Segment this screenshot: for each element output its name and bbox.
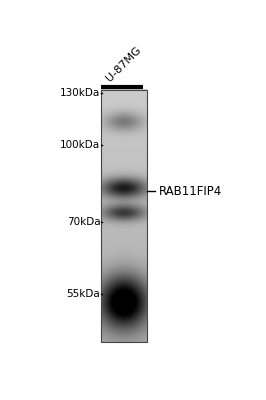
Text: 130kDa: 130kDa <box>60 88 100 98</box>
Text: U-87MG: U-87MG <box>105 45 143 84</box>
Text: 55kDa: 55kDa <box>66 290 100 299</box>
Text: 100kDa: 100kDa <box>60 140 100 150</box>
Text: 70kDa: 70kDa <box>66 217 100 227</box>
Text: RAB11FIP4: RAB11FIP4 <box>159 185 222 198</box>
Bar <box>101 90 147 342</box>
